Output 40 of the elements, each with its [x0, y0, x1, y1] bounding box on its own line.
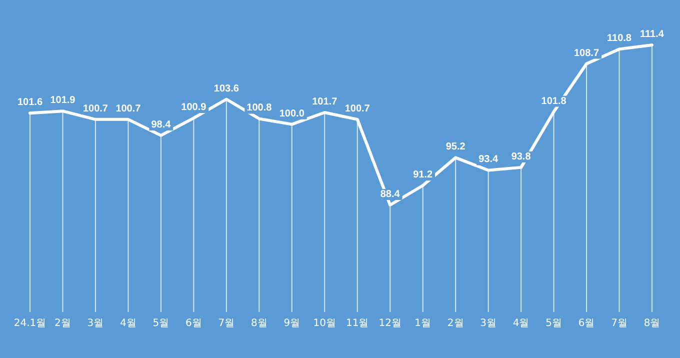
data-label: 100.7 — [116, 103, 142, 114]
x-tick-label: 11월 — [346, 318, 369, 329]
data-label: 110.8 — [607, 33, 632, 44]
x-tick-label: 6월 — [578, 318, 595, 329]
data-label: 100.7 — [344, 103, 370, 114]
data-label: 88.4 — [380, 189, 400, 200]
data-label: 101.9 — [50, 95, 76, 106]
x-tick-label: 5월 — [152, 318, 170, 329]
data-label: 111.4 — [640, 29, 664, 40]
data-label: 100.8 — [246, 102, 272, 114]
x-tick-label: 8월 — [250, 318, 268, 329]
x-tick-label: 9월 — [284, 318, 300, 329]
data-label: 95.2 — [446, 142, 466, 153]
x-tick-label: 4월 — [512, 318, 530, 329]
data-label: 93.4 — [478, 154, 498, 166]
data-label: 108.7 — [574, 48, 600, 59]
x-tick-label: 2월 — [447, 318, 464, 329]
data-label: 93.8 — [511, 151, 532, 162]
data-label: 98.4 — [151, 119, 172, 130]
x-tick-label: 5월 — [546, 318, 562, 329]
x-tick-label: 4월 — [120, 318, 136, 329]
x-tick-label: 24.1월 — [14, 318, 46, 329]
data-label: 101.8 — [541, 96, 567, 107]
x-tick-label: 3월 — [87, 318, 104, 329]
data-label: 100.7 — [82, 103, 108, 114]
data-label: 101.7 — [312, 96, 338, 108]
x-tick-label: 1월 — [414, 318, 432, 329]
x-tick-label: 3월 — [480, 318, 497, 329]
x-tick-label: 6월 — [185, 318, 202, 329]
x-tick-label: 2월 — [54, 318, 71, 329]
data-label: 91.2 — [413, 170, 434, 181]
x-tick-label: 7월 — [611, 318, 628, 329]
x-tick-label: 8월 — [644, 318, 660, 329]
x-tick-label: 12월 — [378, 318, 402, 329]
x-tick-label: 10월 — [313, 318, 336, 329]
data-label: 100.0 — [279, 108, 305, 120]
data-label: 103.6 — [214, 83, 240, 94]
data-label: 100.9 — [181, 102, 207, 114]
data-label: 101.6 — [17, 97, 43, 108]
x-tick-label: 7월 — [218, 318, 235, 329]
